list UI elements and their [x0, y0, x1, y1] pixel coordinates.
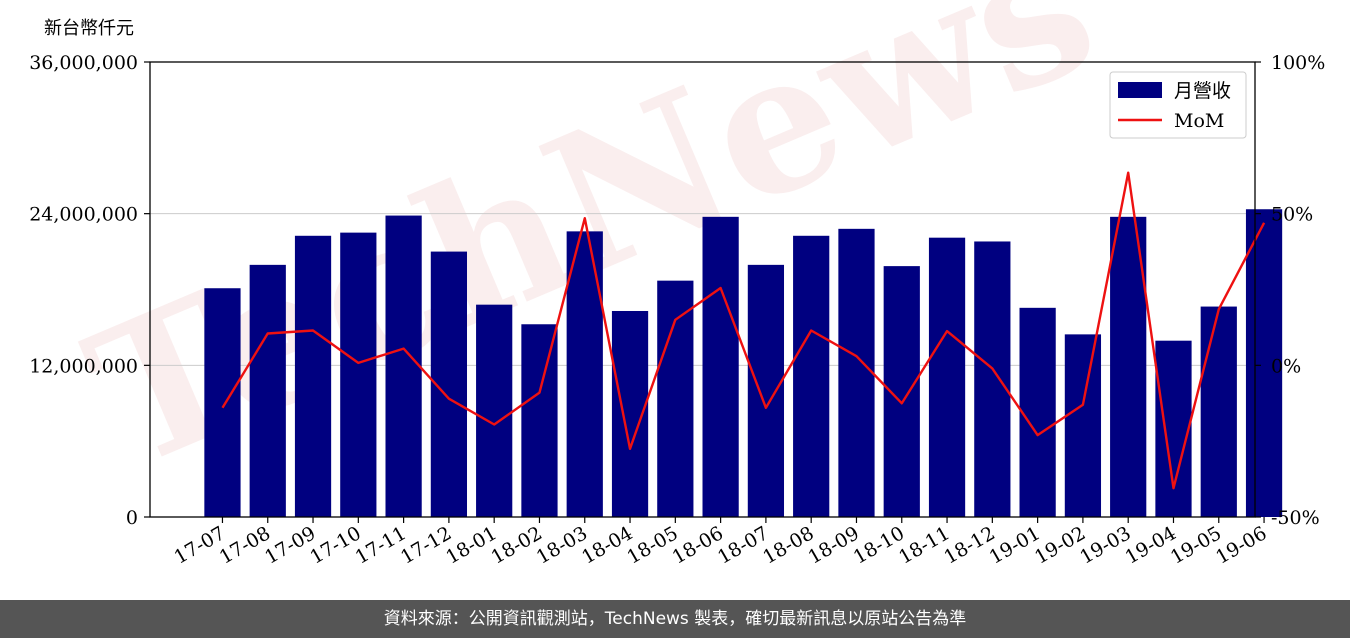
- x-tick-label-18-11: 18-11: [895, 522, 953, 568]
- plot-frame: [149, 61, 1256, 518]
- bar-17-11: [385, 215, 422, 517]
- left-tick-label: 0: [126, 507, 138, 529]
- legend-swatch-bar: [1118, 82, 1162, 98]
- bar-18-05: [657, 280, 694, 517]
- revenue-bars: [204, 209, 1283, 518]
- x-tick-label-18-05: 18-05: [623, 522, 681, 568]
- left-tick-label: 24,000,000: [29, 204, 138, 226]
- bar-17-07: [204, 288, 241, 517]
- unit-label: 新台幣仟元: [44, 18, 134, 39]
- bar-19-03: [1110, 216, 1147, 517]
- x-tick-label-19-01: 19-01: [986, 522, 1044, 568]
- left-tick-label: 12,000,000: [29, 355, 138, 377]
- chart-svg: TechNews 012,000,00024,000,00036,000,000…: [29, 0, 1325, 569]
- x-tick-label-19-05: 19-05: [1167, 522, 1225, 568]
- x-tick-label-18-06: 18-06: [669, 522, 727, 568]
- bar-18-01: [476, 304, 513, 517]
- source-footer: 資料來源：公開資訊觀測站，TechNews 製表，確切最新訊息以原站公告為準: [0, 600, 1350, 638]
- x-tick-label-18-01: 18-01: [442, 522, 500, 568]
- x-tick-label-18-02: 18-02: [488, 522, 546, 568]
- x-tick-label-18-08: 18-08: [759, 522, 817, 568]
- right-tick-label: -50%: [1271, 507, 1320, 529]
- x-tick-label-17-07: 17-07: [171, 522, 229, 568]
- right-tick-label: 0%: [1271, 355, 1301, 377]
- bar-17-08: [249, 264, 286, 517]
- bar-18-09: [838, 228, 875, 518]
- legend: 月營收 MoM: [1109, 71, 1247, 139]
- footer-text: 資料來源：公開資訊觀測站，TechNews 製表，確切最新訊息以原站公告為準: [383, 609, 967, 629]
- mom-line-group: [221, 171, 1266, 490]
- bar-17-09: [294, 235, 332, 517]
- right-tick-label: 100%: [1271, 52, 1325, 74]
- bar-19-02: [1064, 334, 1102, 517]
- right-tick-label: 50%: [1271, 204, 1313, 226]
- bar-18-11: [928, 237, 966, 518]
- x-tick-label-18-03: 18-03: [533, 522, 591, 568]
- bar-18-03: [566, 231, 603, 517]
- x-tick-label-19-03: 19-03: [1076, 522, 1134, 568]
- x-tick-label-18-10: 18-10: [850, 522, 908, 568]
- bar-18-12: [974, 241, 1011, 517]
- legend-label-mom: MoM: [1174, 110, 1224, 132]
- x-tick-label-18-07: 18-07: [714, 522, 772, 568]
- x-tick-label-17-10: 17-10: [306, 522, 364, 568]
- bar-19-04: [1155, 340, 1192, 517]
- bar-18-08: [793, 235, 830, 517]
- left-tick-label: 36,000,000: [29, 52, 138, 74]
- x-tick-label-18-09: 18-09: [805, 522, 863, 568]
- bar-19-06: [1245, 209, 1283, 518]
- mom-line: [221, 171, 1266, 490]
- bar-18-06: [702, 216, 739, 517]
- bar-18-02: [521, 324, 558, 517]
- x-tick-label-19-04: 19-04: [1122, 522, 1180, 568]
- x-tick-label-17-09: 17-09: [261, 522, 319, 568]
- revenue-chart: 新台幣仟元 TechNews 0 12,000,000 24,000,000 36,0…: [29, 0, 1325, 569]
- bar-19-05: [1200, 306, 1237, 517]
- x-tick-label-19-06: 19-06: [1212, 522, 1270, 568]
- x-tick-label-18-12: 18-12: [940, 522, 998, 568]
- bar-19-01: [1019, 307, 1056, 517]
- bar-18-07: [747, 264, 785, 517]
- x-tick-label-17-11: 17-11: [352, 522, 410, 568]
- x-tick-label-19-02: 19-02: [1031, 522, 1089, 568]
- x-tick-label-17-12: 17-12: [397, 522, 455, 568]
- bar-17-10: [340, 232, 377, 517]
- legend-label-revenue: 月營收: [1174, 80, 1231, 102]
- x-tick-label-17-08: 17-08: [216, 522, 274, 568]
- x-tick-label-18-04: 18-04: [578, 522, 636, 568]
